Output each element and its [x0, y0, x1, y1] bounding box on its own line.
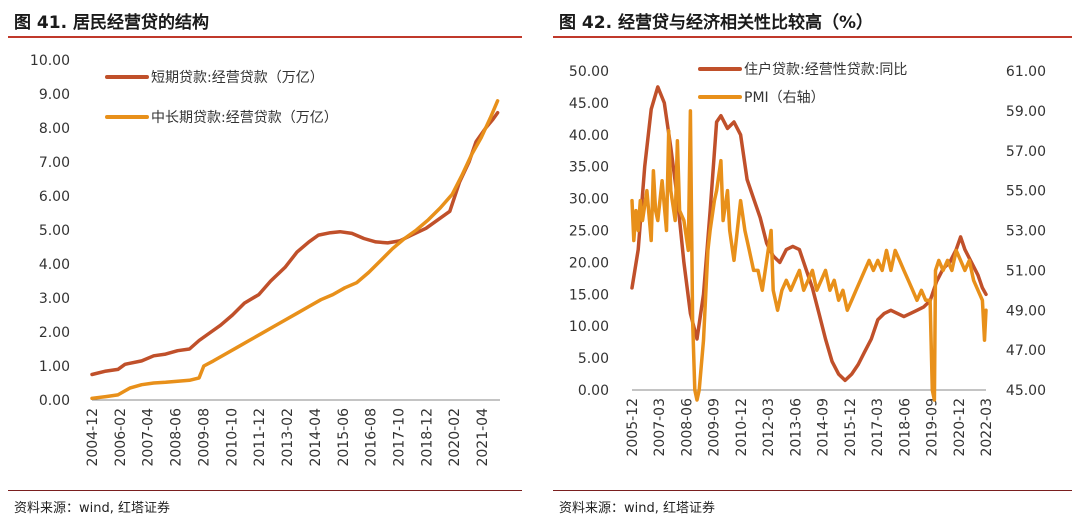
x-tick-label: 2015-12: [843, 398, 859, 457]
series-line-1: [90, 110, 500, 377]
y2-tick-label: 61.00: [1006, 64, 1046, 80]
x-tick-label: 2014-09: [816, 398, 832, 457]
x-tick-label: 2010-10: [224, 408, 240, 467]
y2-tick-label: 55.00: [1006, 184, 1046, 200]
right-source-rule: [553, 490, 1072, 491]
y-tick-label: 15.00: [569, 287, 609, 303]
y2-tick-label: 49.00: [1006, 303, 1046, 319]
y-tick-label: 45.00: [569, 96, 609, 112]
y2-tick-label: 59.00: [1006, 104, 1046, 120]
left-title-rule: [8, 36, 522, 38]
x-tick-label: 2011-12: [252, 408, 268, 467]
right-figure-title: 图 42. 经营贷与经济相关性比较高（%）: [559, 13, 873, 33]
x-tick-label: 2017-03: [870, 398, 886, 457]
x-tick-label: 2009-09: [707, 398, 723, 457]
y-tick-label: 5.00: [578, 351, 609, 367]
y2-tick-label: 53.00: [1006, 224, 1046, 240]
x-tick-label: 2022-03: [979, 398, 995, 457]
series-line-2: [90, 99, 500, 401]
x-tick-label: 2021-04: [475, 408, 491, 467]
y-tick-label: 10.00: [30, 53, 70, 69]
y-tick-label: 0.00: [39, 393, 70, 409]
x-tick-label: 2005-12: [625, 398, 641, 457]
legend-label-1: 住户贷款:经营性贷款:同比: [744, 61, 907, 78]
x-tick-label: 2020-02: [447, 408, 463, 467]
y-tick-label: 1.00: [39, 359, 70, 375]
x-tick-label: 2008-06: [679, 398, 695, 457]
y-tick-label: 4.00: [39, 257, 70, 273]
left-source-note: 资料来源：wind, 红塔证券: [14, 501, 171, 516]
x-tick-label: 2014-04: [308, 408, 324, 467]
left-line-chart: 10.00 9.00 8.00 7.00 6.00 5.00 4.00 3.00 2.00 1.0…: [30, 53, 500, 467]
y-tick-label: 35.00: [569, 160, 609, 176]
left-figure-title: 图 41. 居民经营贷的结构: [14, 13, 209, 33]
x-tick-label: 2016-08: [364, 408, 380, 467]
y2-tick-label: 45.00: [1006, 383, 1046, 399]
y-tick-label: 6.00: [39, 189, 70, 205]
y-tick-label: 5.00: [39, 223, 70, 239]
y-tick-label: 30.00: [569, 192, 609, 208]
y-tick-label: 7.00: [39, 155, 70, 171]
y2-tick-label: 51.00: [1006, 263, 1046, 279]
x-tick-label: 2017-10: [391, 408, 407, 467]
left-figure-panel: 图 41. 居民经营贷的结构 10.00 9.00 8.00 7.00 6.00 5.00…: [0, 0, 530, 529]
right-source-note: 资料来源：wind, 红塔证券: [559, 501, 716, 516]
y2-tick-label: 57.00: [1006, 144, 1046, 160]
y-tick-label: 0.00: [578, 383, 609, 399]
y-tick-label: 8.00: [39, 121, 70, 137]
x-tick-label: 2007-03: [652, 398, 668, 457]
left-source-rule: [8, 490, 522, 491]
y-tick-label: 25.00: [569, 224, 609, 240]
x-tick-label: 2015-06: [336, 408, 352, 467]
right-figure-panel: 图 42. 经营贷与经济相关性比较高（%） 50.00 45.00 40.00 35.…: [545, 0, 1080, 529]
x-tick-label: 2019-09: [925, 398, 941, 457]
x-tick-label: 2006-02: [113, 408, 129, 467]
y2-tick-label: 47.00: [1006, 343, 1046, 359]
y-tick-label: 50.00: [569, 64, 609, 80]
legend-label-1: 短期贷款:经营贷款（万亿）: [151, 70, 324, 86]
y-tick-label: 40.00: [569, 128, 609, 144]
y-tick-label: 10.00: [569, 319, 609, 335]
x-tick-label: 2007-04: [141, 408, 157, 467]
x-tick-label: 2009-08: [196, 408, 212, 467]
x-tick-label: 2018-12: [419, 408, 435, 467]
x-tick-label: 2004-12: [85, 408, 101, 467]
x-tick-label: 2012-03: [761, 398, 777, 457]
legend-label-2: 中长期贷款:经营贷款（万亿）: [151, 110, 338, 126]
y-tick-label: 9.00: [39, 87, 70, 103]
x-tick-label: 2013-02: [280, 408, 296, 467]
x-tick-label: 2018-06: [897, 398, 913, 457]
right-line-chart: 50.00 45.00 40.00 35.00 30.00 25.00 20.00 15.00…: [569, 61, 1046, 457]
x-tick-label: 2008-06: [169, 408, 185, 467]
legend-label-2: PMI（右轴）: [744, 90, 825, 106]
y-tick-label: 3.00: [39, 291, 70, 307]
right-title-rule: [553, 36, 1072, 38]
x-tick-label: 2013-06: [788, 398, 804, 457]
series-line-2: [630, 109, 988, 402]
y-tick-label: 20.00: [569, 255, 609, 271]
x-tick-label: 2020-12: [952, 398, 968, 457]
y-tick-label: 2.00: [39, 325, 70, 341]
x-tick-label: 2010-12: [734, 398, 750, 457]
